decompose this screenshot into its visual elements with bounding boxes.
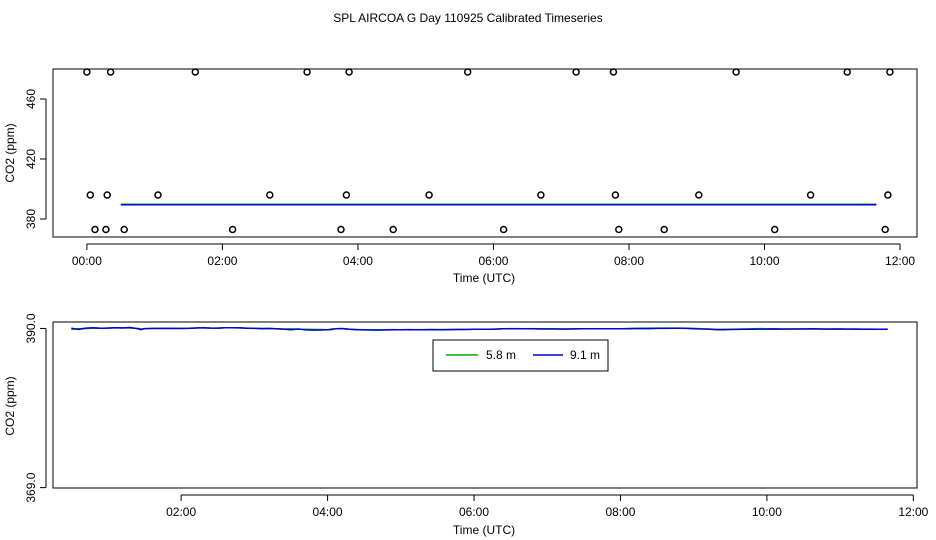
calibration-point xyxy=(103,191,111,199)
x-tick-label: 04:00 xyxy=(343,254,373,268)
top-plot-frame xyxy=(52,68,918,238)
top-plot-marks xyxy=(83,68,894,234)
calibration-point xyxy=(611,191,620,199)
page-title: SPL AIRCOA G Day 110925 Calibrated Times… xyxy=(333,11,602,25)
calibration-point xyxy=(345,68,353,76)
calibration-point xyxy=(86,191,95,199)
calibration-point xyxy=(881,225,889,234)
calibration-point xyxy=(106,68,115,76)
calibration-point xyxy=(154,191,162,199)
y-tick-label: 390.0 xyxy=(24,313,38,343)
y-tick-label: 460 xyxy=(24,89,38,109)
calibration-point xyxy=(425,191,433,199)
calibration-point xyxy=(615,225,623,234)
calibration-point xyxy=(660,225,668,234)
x-tick-label: 10:00 xyxy=(752,505,782,519)
calibration-point xyxy=(303,68,311,76)
calibration-point xyxy=(337,225,345,234)
x-tick-label: 10:00 xyxy=(750,254,780,268)
calibration-point xyxy=(884,191,892,199)
x-tick-label: 02:00 xyxy=(166,505,196,519)
x-tick-label: 12:00 xyxy=(898,505,928,519)
calibration-point xyxy=(572,68,580,76)
calibration-point xyxy=(83,68,91,76)
calibration-point xyxy=(463,68,472,76)
calibration-point xyxy=(266,191,274,199)
calibration-point xyxy=(806,191,815,199)
bottom-y-axis-label: CO2 (ppm) xyxy=(3,376,17,435)
bottom-plot-frame xyxy=(52,321,918,489)
x-tick-label: 12:00 xyxy=(885,254,915,268)
calibration-point xyxy=(537,191,545,199)
series-line-9-1-m xyxy=(71,326,888,331)
calibration-point xyxy=(886,68,894,76)
x-tick-label: 04:00 xyxy=(313,505,343,519)
x-tick-label: 06:00 xyxy=(478,254,508,268)
calibration-point xyxy=(770,225,779,234)
calibration-point xyxy=(695,191,703,199)
top-y-axis-label: CO2 (ppm) xyxy=(3,123,17,182)
top-x-axis: 00:00 02:00 04:00 06:00 08:00 10:00 12:00 xyxy=(72,243,915,268)
x-tick-label: 06:00 xyxy=(459,505,489,519)
calibration-point xyxy=(732,68,740,76)
calibration-point xyxy=(120,225,128,234)
calibration-point xyxy=(499,225,508,234)
bottom-x-axis-label: Time (UTC) xyxy=(453,523,515,537)
bottom-plot-marks xyxy=(71,326,888,331)
calibration-point xyxy=(389,225,397,234)
calibration-point xyxy=(228,225,237,234)
y-tick-label: 380 xyxy=(24,209,38,229)
bottom-y-axis: 369.0 390.0 xyxy=(24,313,47,503)
legend: 5.8 m 9.1 m xyxy=(432,339,609,372)
bottom-x-axis: 02:00 04:00 06:00 08:00 10:00 12:00 xyxy=(166,494,929,519)
x-tick-label: 00:00 xyxy=(72,254,102,268)
x-tick-label: 08:00 xyxy=(605,505,635,519)
top-y-axis: 380 420 460 xyxy=(24,89,47,229)
y-tick-label: 369.0 xyxy=(24,472,38,502)
calibration-point xyxy=(342,191,351,199)
calibration-point xyxy=(609,68,618,76)
top-x-axis-label: Time (UTC) xyxy=(453,271,515,285)
calibration-point xyxy=(191,68,200,76)
y-tick-label: 420 xyxy=(24,149,38,169)
calibration-point xyxy=(102,225,110,234)
legend-label-5-8m: 5.8 m xyxy=(486,348,516,362)
x-tick-label: 08:00 xyxy=(614,254,644,268)
x-tick-label: 02:00 xyxy=(207,254,237,268)
calibration-point xyxy=(843,68,851,76)
legend-label-9-1m: 9.1 m xyxy=(570,348,600,362)
calibration-point xyxy=(91,225,99,234)
